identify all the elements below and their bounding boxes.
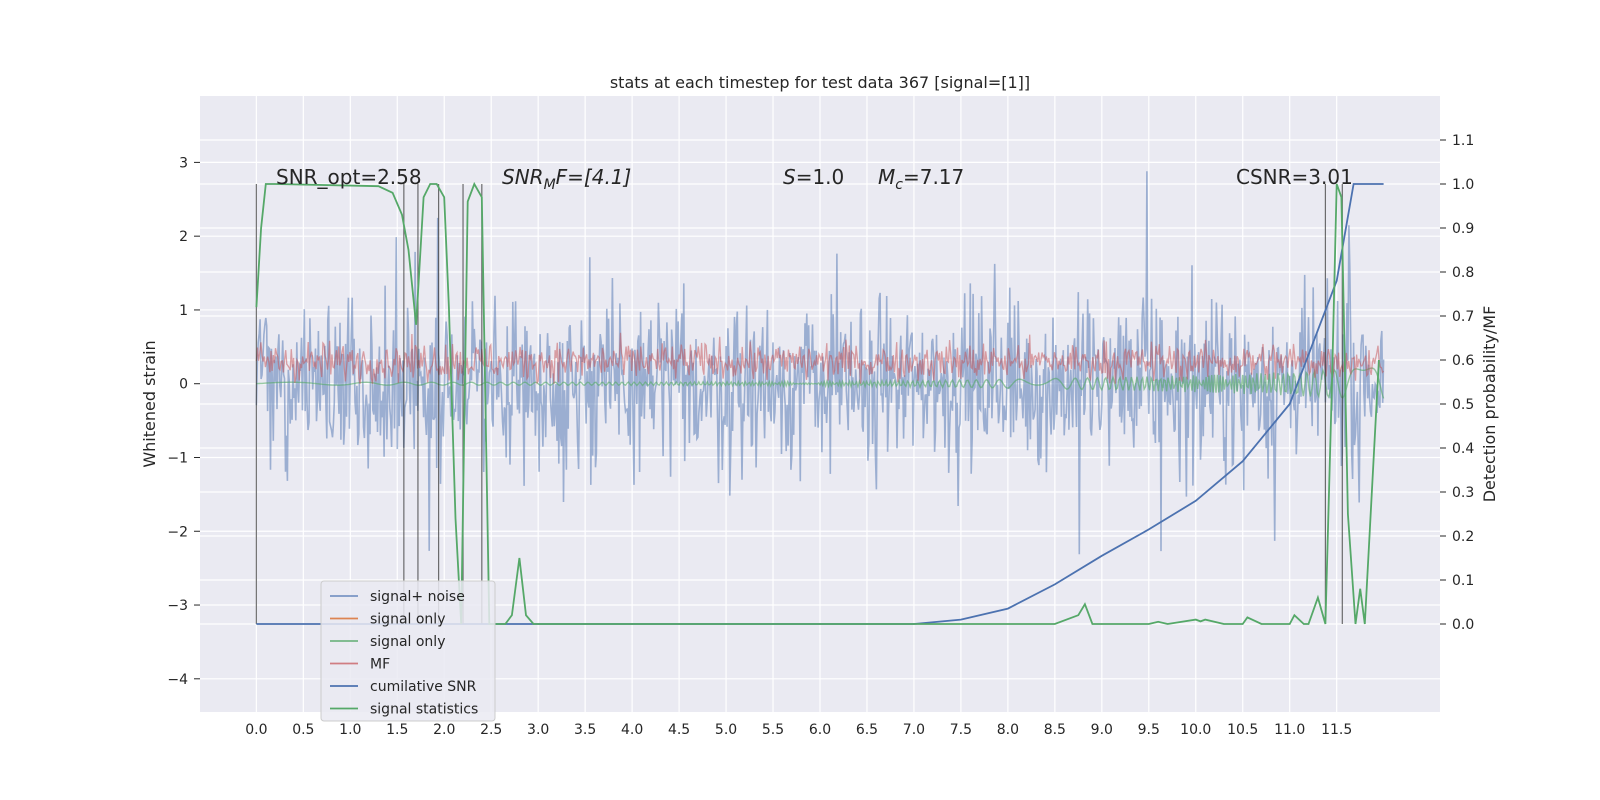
s-rest: =1.0 <box>796 165 845 189</box>
snr-mf-annotation: SNRMF=[4.1] <box>502 165 631 193</box>
x-tick-label: 10.5 <box>1227 722 1258 738</box>
annotations: SNR_opt=2.58 SNRMF=[4.1] S=1.0 Mc=7.17 C… <box>276 165 1353 193</box>
y2-tick-label: 0.0 <box>1452 617 1474 633</box>
x-tick-label: 1.0 <box>339 722 361 738</box>
x-tick-label: 7.5 <box>950 722 972 738</box>
x-tick-label: 11.0 <box>1274 722 1305 738</box>
x-tick-label: 0.5 <box>292 722 314 738</box>
legend-entry-label: signal statistics <box>370 702 478 718</box>
series-mf <box>255 332 1385 385</box>
x-tick-label: 3.5 <box>574 722 596 738</box>
csnr-annotation: CSNR=3.01 <box>1236 165 1353 189</box>
y-tick-label: 0 <box>179 377 188 393</box>
legend-entry-label: signal only <box>370 634 445 650</box>
y-tick-label: 3 <box>179 155 188 171</box>
x-tick-label: 9.0 <box>1091 722 1113 738</box>
series-signal-noise <box>255 171 1385 555</box>
snr-mf-main: SNR <box>502 165 544 189</box>
snr-opt-annotation: SNR_opt=2.58 <box>276 165 422 189</box>
mc-annotation: Mc=7.17 <box>878 165 964 193</box>
y2-tick-label: 0.8 <box>1452 265 1474 281</box>
plot-area <box>255 171 1385 625</box>
x-tick-label: 3.0 <box>527 722 549 738</box>
y2-tick-label: 0.3 <box>1452 485 1474 501</box>
y-tick-label: −3 <box>167 598 188 614</box>
x-tick-label: 5.5 <box>762 722 784 738</box>
x-tick-label: 2.0 <box>433 722 455 738</box>
legend-entry-label: signal only <box>370 612 445 628</box>
data-layer <box>255 171 1385 625</box>
legend-entry-label: signal+ noise <box>370 589 465 605</box>
x-tick-label: 6.0 <box>809 722 831 738</box>
legend-entry-label: MF <box>370 657 390 673</box>
y2-tick-label: 0.9 <box>1452 221 1474 237</box>
series-cumulative-snr <box>256 183 1384 625</box>
x-tick-label: 9.5 <box>1138 722 1160 738</box>
y-axis-label: Whitened strain <box>140 340 159 467</box>
y2-tick-label: 0.5 <box>1452 397 1474 413</box>
x-tick-label: 1.5 <box>386 722 408 738</box>
x-tick-label: 0.0 <box>245 722 267 738</box>
s-annotation: S=1.0 <box>783 165 844 189</box>
y2-tick-label: 0.2 <box>1452 529 1474 545</box>
x-tick-label: 2.5 <box>480 722 502 738</box>
axes: 0.0 0.5 1.0 1.5 2.0 2.5 3.0 3.5 4.0 4.5 5.0 5.5 6.0 6… <box>167 133 1474 738</box>
y-tick-label: −4 <box>167 672 188 688</box>
chart-title: stats at each timestep for test data 367… <box>610 73 1030 92</box>
x-tick-label: 6.5 <box>856 722 878 738</box>
x-tick-label: 10.0 <box>1180 722 1211 738</box>
snr-mf-rest: F=[4.1] <box>556 165 632 189</box>
y-tick-label: 2 <box>179 229 188 245</box>
x-tick-label: 4.5 <box>668 722 690 738</box>
y-tick-label: −1 <box>167 450 188 466</box>
x-tick-label: 8.0 <box>997 722 1019 738</box>
y2-tick-label: 1.1 <box>1452 133 1474 149</box>
legend-box <box>320 580 496 722</box>
y-tick-label: 1 <box>179 303 188 319</box>
x-tick-label: 7.0 <box>903 722 925 738</box>
y2-tick-label: 0.4 <box>1452 441 1474 457</box>
legend-entry-label: cumilative SNR <box>370 679 477 695</box>
y2-tick-label: 0.1 <box>1452 573 1474 589</box>
mc-rest: =7.17 <box>903 165 964 189</box>
x-tick-label: 8.5 <box>1044 722 1066 738</box>
x-tick-label: 11.5 <box>1321 722 1352 738</box>
s-main: S <box>783 165 796 189</box>
legend: signal+ noise signal only signal only MF cum… <box>320 580 496 722</box>
y2-axis-label: Detection probability/MF <box>1480 306 1499 503</box>
x-tick-label: 4.0 <box>621 722 643 738</box>
mc-main: M <box>878 165 895 189</box>
y2-tick-label: 0.7 <box>1452 309 1474 325</box>
y2-tick-label: 1.0 <box>1452 177 1474 193</box>
mc-sub: c <box>895 177 903 193</box>
x-tick-label: 5.0 <box>715 722 737 738</box>
snr-mf-sub: M <box>544 177 556 193</box>
series-signal-statistics <box>255 181 1380 625</box>
y2-tick-label: 0.6 <box>1452 353 1474 369</box>
y-tick-label: −2 <box>167 524 188 540</box>
series-signal-only-green <box>256 367 1385 399</box>
